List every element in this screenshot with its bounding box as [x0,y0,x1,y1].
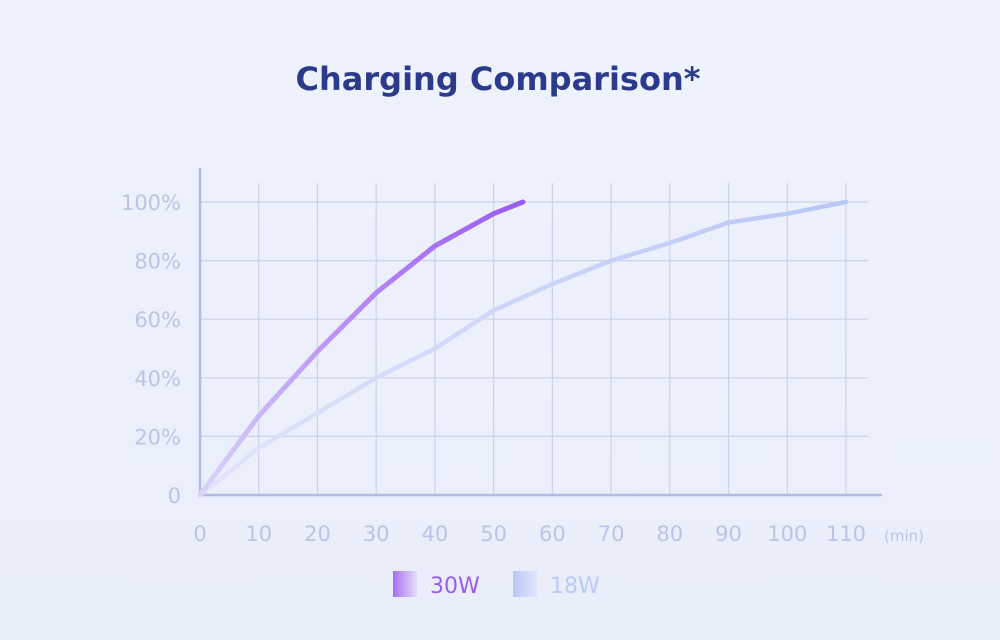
legend-label-30w: 30W [430,574,480,599]
x-tick-label-10: 10 [245,522,272,546]
x-tick-label-100: 100 [767,522,807,546]
legend-swatch-18w [513,571,537,597]
x-tick-label-60: 60 [539,522,566,546]
y-tick-label-60: 60% [134,308,181,332]
y-tick-label-0: 0 [168,484,181,508]
y-tick-label-100: 100% [121,191,181,215]
y-tick-labels: 0 20% 40% 60% 80% 100% [121,191,181,508]
legend-label-18w: 18W [550,574,600,599]
y-tick-label-40: 40% [134,367,181,391]
x-tick-label-0: 0 [193,522,206,546]
axes [198,168,882,497]
series-line-18w [197,199,849,498]
x-tick-labels: 0 10 20 30 40 50 60 70 80 90 100 110 [193,522,866,546]
y-tick-label-20: 20% [134,425,181,449]
grid [200,183,868,495]
x-tick-label-80: 80 [656,522,683,546]
legend-swatch-30w [393,571,417,597]
x-tick-label-110: 110 [826,522,866,546]
x-tick-label-20: 20 [304,522,331,546]
series-layer [197,199,849,498]
x-tick-label-40: 40 [422,522,449,546]
chart-title: Charging Comparison* [296,60,701,98]
legend: 30W 18W [393,571,600,599]
series-line-30w [197,199,526,498]
x-tick-label-70: 70 [598,522,625,546]
x-tick-label-30: 30 [363,522,390,546]
x-tick-label-90: 90 [715,522,742,546]
x-tick-label-50: 50 [480,522,507,546]
y-tick-label-80: 80% [134,250,181,274]
x-unit-label: (min) [884,527,924,545]
